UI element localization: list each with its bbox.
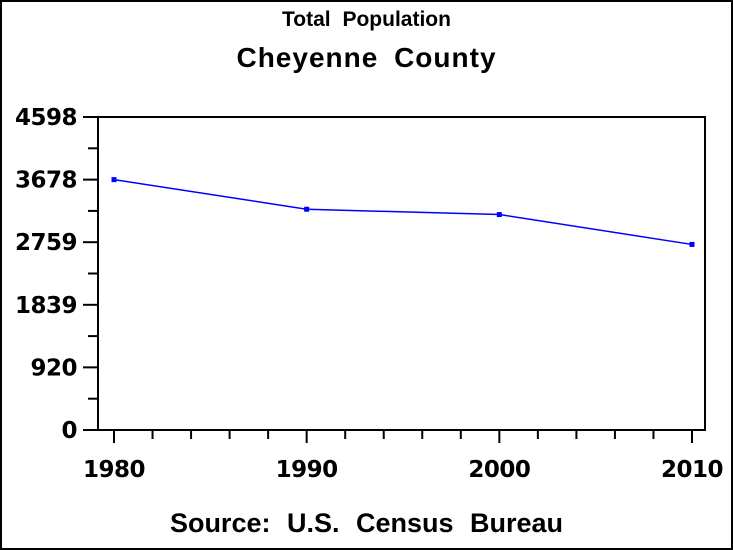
population-trend-line	[113, 178, 693, 246]
plot-frame	[97, 116, 706, 431]
data-point-marker	[304, 206, 310, 212]
y-tick-label: 3678	[15, 168, 77, 194]
chart-subtitle: Total Population	[282, 8, 451, 31]
x-tick-label: 1980	[83, 457, 145, 483]
data-point-marker	[496, 212, 502, 218]
data-point-marker	[111, 177, 117, 183]
source-footnote: Source: U.S. Census Bureau	[169, 508, 564, 538]
x-tick-label: 1990	[276, 457, 338, 483]
y-tick-label: 4598	[15, 105, 77, 131]
chart-title: Cheyenne County	[236, 42, 497, 73]
y-tick-label: 2759	[15, 230, 77, 256]
x-tick-label: 2010	[661, 457, 723, 483]
data-point-marker	[689, 241, 695, 247]
y-tick-label: 1839	[15, 293, 77, 319]
x-tick-label: 2000	[468, 457, 530, 483]
y-tick-label: 920	[30, 355, 77, 381]
y-tick-label: 0	[61, 418, 77, 444]
